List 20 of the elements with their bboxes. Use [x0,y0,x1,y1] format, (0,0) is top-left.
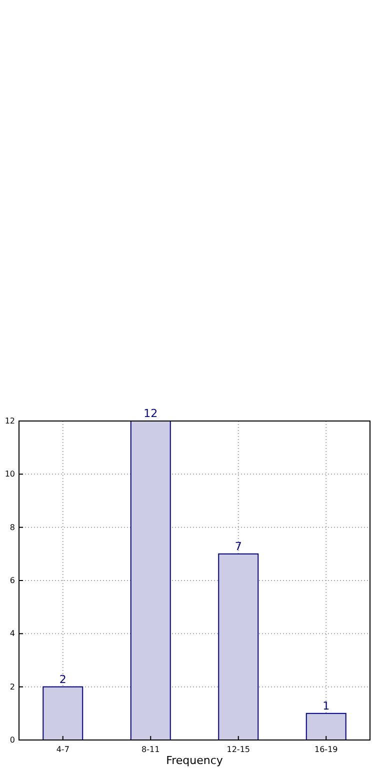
y-tick-label: 8 [10,522,15,532]
y-tick-label: 6 [10,576,15,586]
x-tick-label: 16-19 [314,745,338,754]
bar [42,686,84,740]
y-tick-label: 4 [10,629,15,638]
bar [218,553,259,740]
x-tick-label: 4-7 [56,745,70,754]
x-tick-label: 12-15 [226,745,250,754]
y-tick-label: 2 [10,682,15,692]
data-label: 1 [322,699,330,712]
y-tick-label: 12 [4,416,15,426]
data-label: 2 [59,672,66,686]
x-axis-title: Frequency [166,754,224,767]
bar [130,420,171,740]
y-tick-label: 0 [10,736,15,745]
data-label: 12 [144,407,158,420]
x-tick-label: 8-11 [142,745,160,754]
y-tick-label: 10 [4,470,15,479]
bar [306,712,346,740]
data-label: 7 [234,540,242,553]
